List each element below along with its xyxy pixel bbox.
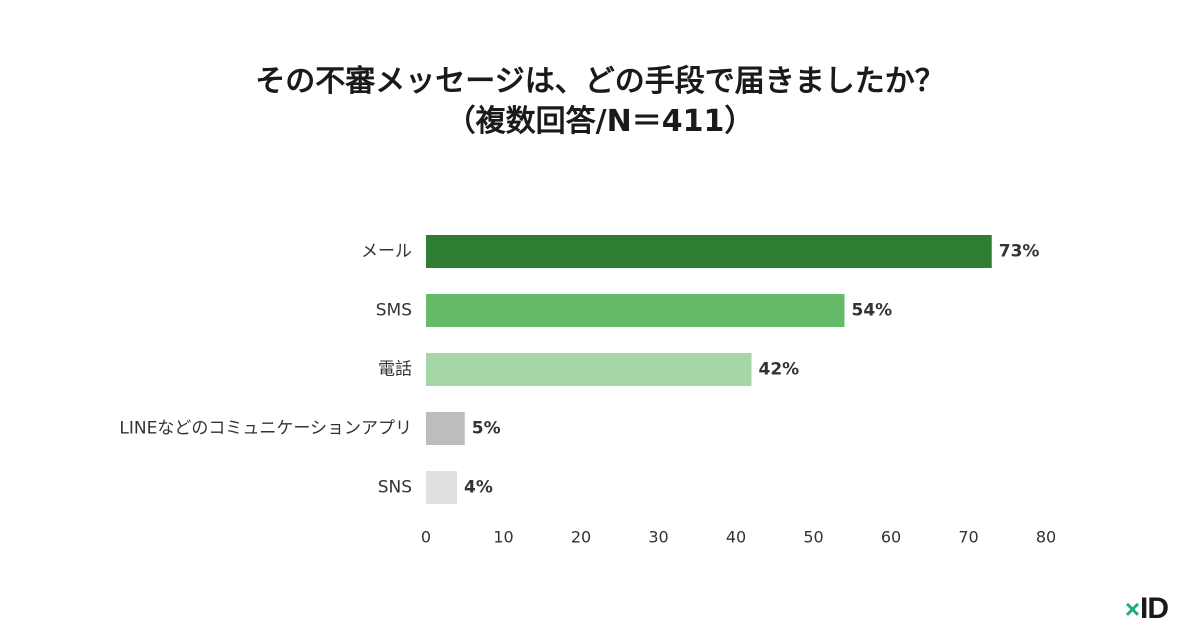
brand-logo: ×ID bbox=[1124, 592, 1169, 626]
value-label: 4% bbox=[464, 478, 493, 498]
category-label: メール bbox=[361, 242, 412, 262]
chart-title: その不審メッセージは、どの手段で届きましたか？ （複数回答/N＝411） bbox=[0, 62, 1200, 142]
x-tick-label: 50 bbox=[803, 528, 823, 547]
chart-title-line2: （複数回答/N＝411） bbox=[445, 104, 755, 139]
logo-text: ID bbox=[1140, 592, 1169, 625]
category-label: 電話 bbox=[378, 360, 412, 380]
category-label: LINEなどのコミュニケーションアプリ bbox=[119, 419, 412, 439]
bar bbox=[426, 294, 845, 327]
x-tick-label: 60 bbox=[881, 528, 901, 547]
x-tick-label: 70 bbox=[958, 528, 978, 547]
category-label: SNS bbox=[378, 478, 412, 498]
x-tick-label: 30 bbox=[648, 528, 668, 547]
bar bbox=[426, 471, 457, 504]
value-label: 42% bbox=[759, 360, 800, 380]
bar bbox=[426, 412, 465, 445]
x-tick-label: 20 bbox=[571, 528, 591, 547]
bar bbox=[426, 235, 992, 268]
x-tick-label: 0 bbox=[421, 528, 431, 547]
logo-mark: × bbox=[1124, 594, 1140, 624]
value-label: 54% bbox=[852, 301, 893, 321]
value-label: 5% bbox=[472, 419, 501, 439]
x-tick-label: 40 bbox=[726, 528, 746, 547]
x-tick-label: 80 bbox=[1036, 528, 1056, 547]
category-label: SMS bbox=[376, 301, 412, 321]
bar bbox=[426, 353, 752, 386]
x-tick-label: 10 bbox=[493, 528, 513, 547]
chart-title-line1: その不審メッセージは、どの手段で届きましたか？ bbox=[255, 64, 945, 99]
value-label: 73% bbox=[999, 242, 1040, 262]
